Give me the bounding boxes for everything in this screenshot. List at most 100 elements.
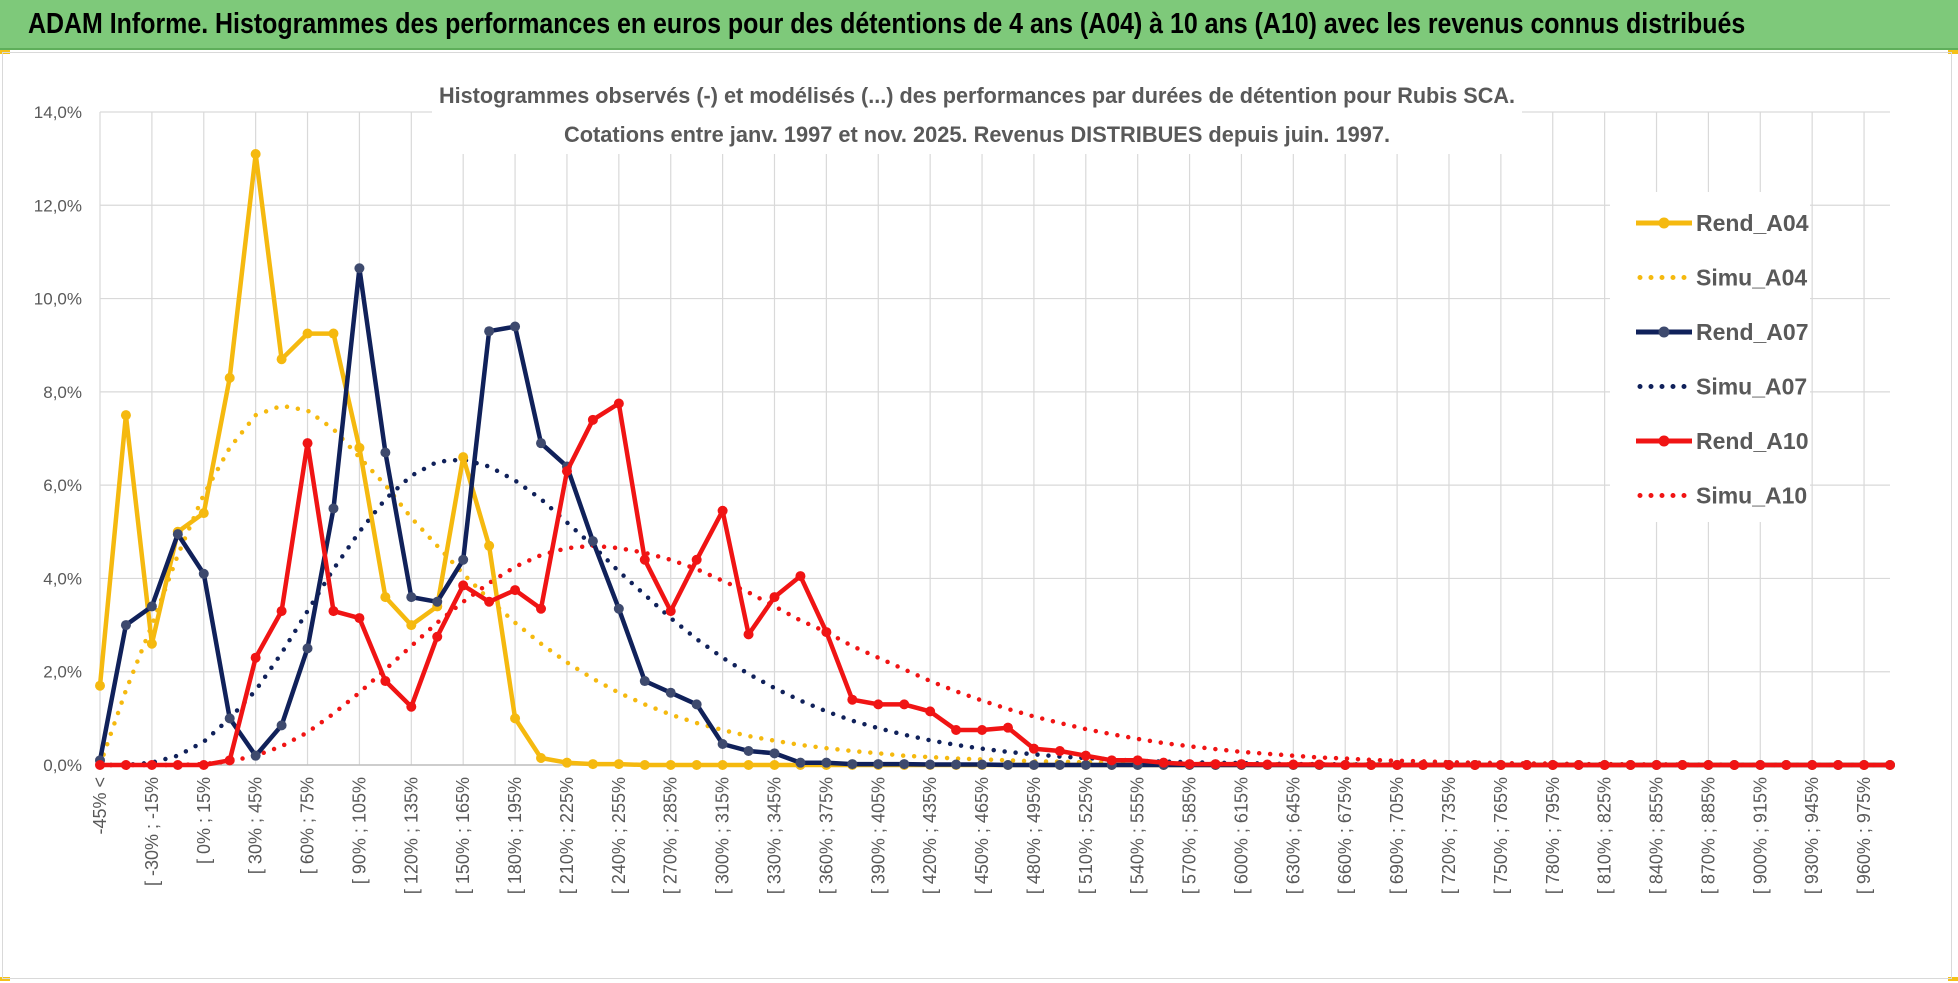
x-tick-label: [ 390% ; 405% (868, 777, 888, 894)
data-point (380, 676, 391, 687)
x-tick-label: [ 570% ; 585% (1180, 777, 1200, 894)
data-point (484, 540, 495, 551)
data-point (613, 759, 624, 770)
x-tick-label: [ 210% ; 225% (557, 777, 577, 894)
data-point (587, 759, 598, 770)
data-point (172, 760, 183, 770)
x-tick-label: [ 30% ; 45% (246, 777, 266, 874)
y-axis: 0,0% 2,0% 4,0% 6,0% 8,0% 10,0% 12,0% 14,0% (34, 103, 82, 775)
data-point (1521, 760, 1532, 770)
x-tick-label: [ 900% ; 915% (1750, 777, 1770, 894)
data-point (146, 638, 157, 649)
series-line (97, 457, 1893, 768)
data-point (1184, 759, 1195, 770)
x-tick-label: [ 510% ; 525% (1076, 777, 1096, 894)
data-point (847, 759, 858, 770)
data-point (1781, 760, 1792, 770)
legend-item: Rend_A07 (1636, 319, 1808, 345)
data-point (302, 643, 313, 654)
x-tick-label: [ 90% ; 105% (349, 777, 369, 884)
data-point (406, 620, 417, 631)
legend-marker (1658, 217, 1670, 229)
data-point (250, 750, 261, 761)
data-point (1340, 760, 1351, 770)
data-point (1158, 757, 1169, 768)
data-point (1703, 760, 1714, 770)
data-point (977, 725, 988, 736)
data-point (769, 592, 780, 603)
y-tick-label: 10,0% (34, 290, 82, 309)
data-point (484, 326, 495, 337)
data-point (977, 759, 988, 770)
data-point (795, 571, 806, 582)
x-tick-label: [ 120% ; 135% (401, 777, 421, 894)
data-point (1418, 760, 1429, 770)
data-point (146, 760, 157, 770)
legend-label: Rend_A04 (1696, 210, 1809, 236)
x-tick-label: [ 720% ; 735% (1439, 777, 1459, 894)
data-point (484, 596, 495, 607)
data-point (276, 606, 287, 617)
y-tick-label: 14,0% (34, 103, 82, 122)
data-point (1366, 760, 1377, 770)
data-point (120, 410, 131, 421)
data-point (1443, 760, 1454, 770)
data-point (1054, 760, 1065, 770)
x-tick-label: [ 810% ; 825% (1595, 777, 1615, 894)
x-tick-label: [ 870% ; 885% (1698, 777, 1718, 894)
data-point (1236, 759, 1247, 770)
data-point (536, 438, 547, 449)
data-point (691, 554, 702, 565)
legend-label: Simu_A04 (1696, 265, 1807, 291)
data-point (639, 676, 650, 687)
data-point (458, 554, 469, 565)
data-point (587, 414, 598, 425)
x-tick-label: [ 150% ; 165% (453, 777, 473, 894)
x-tick-label: [ 60% ; 75% (298, 777, 318, 874)
data-point (795, 757, 806, 768)
data-point (1547, 760, 1558, 770)
banner-title: ADAM Informe. Histogrammes des performan… (28, 8, 1746, 40)
data-point (1080, 760, 1091, 770)
data-point (1314, 759, 1325, 770)
report-banner: ADAM Informe. Histogrammes des performan… (0, 0, 1958, 50)
data-point (120, 620, 131, 631)
legend-label: Simu_A10 (1696, 483, 1807, 509)
legend-label: Rend_A10 (1696, 428, 1808, 454)
data-point (691, 760, 702, 770)
data-point (510, 585, 521, 596)
data-point (769, 760, 780, 770)
y-tick-label: 0,0% (43, 756, 82, 775)
data-point (873, 759, 884, 770)
y-tick-label: 8,0% (43, 383, 82, 402)
data-point (1028, 743, 1039, 754)
data-point (302, 438, 313, 449)
x-tick-label: [ 180% ; 195% (505, 777, 525, 894)
data-point (1054, 746, 1065, 757)
legend-item: Simu_A10 (1637, 483, 1807, 509)
data-point (743, 746, 754, 757)
series-simu-a10 (97, 543, 1893, 768)
x-tick-label: [ 840% ; 855% (1647, 777, 1667, 894)
y-tick-label: 2,0% (43, 663, 82, 682)
data-point (276, 720, 287, 731)
data-point (458, 580, 469, 591)
data-point (1210, 759, 1221, 770)
x-tick-label: [ 960% ; 975% (1854, 777, 1874, 894)
x-tick-label: [ 930% ; 945% (1802, 777, 1822, 894)
data-point (1651, 760, 1662, 770)
data-point (198, 760, 209, 770)
data-point (1859, 760, 1870, 770)
x-tick-label: [ 630% ; 645% (1283, 777, 1303, 894)
legend-item: Rend_A04 (1636, 210, 1809, 236)
data-point (224, 713, 235, 724)
data-point (1469, 760, 1480, 770)
x-tick-label: [ 240% ; 255% (609, 777, 629, 894)
data-point (198, 508, 209, 519)
data-point (1599, 760, 1610, 770)
data-point (665, 687, 676, 698)
data-point (224, 755, 235, 766)
data-point (458, 452, 469, 463)
data-point (1288, 759, 1299, 770)
data-point (510, 713, 521, 724)
